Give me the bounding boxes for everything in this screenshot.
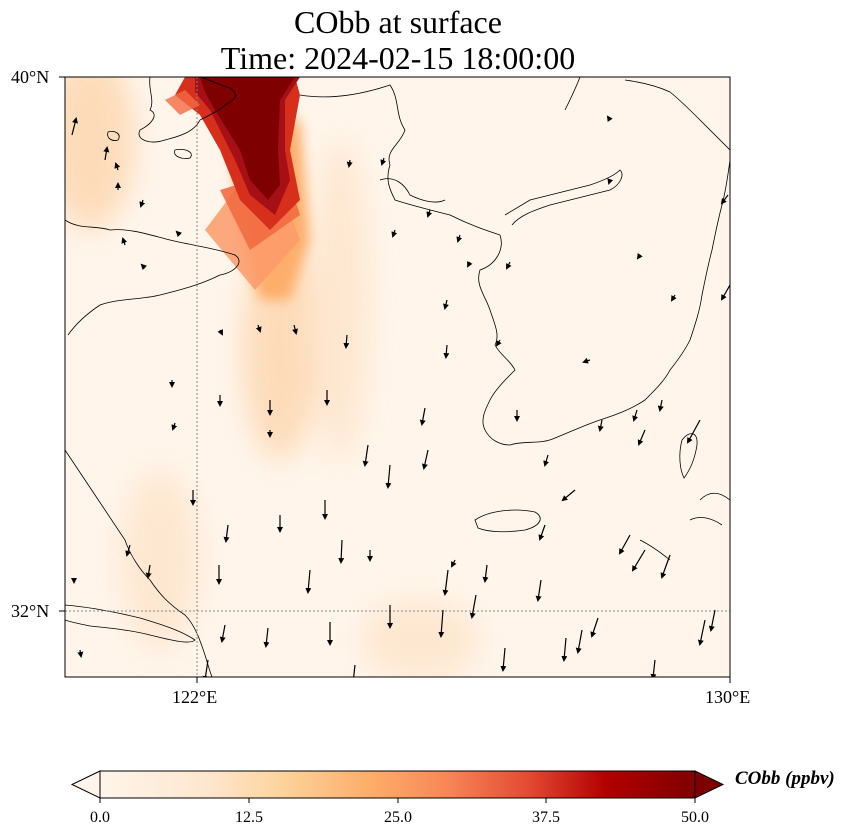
wind-arrow: [607, 178, 614, 185]
wind-arrow: [500, 647, 507, 672]
wind-arrow: [619, 534, 631, 555]
wind-arrow: [219, 624, 226, 643]
wind-arrow: [217, 329, 223, 336]
wind-arrow: [543, 454, 550, 467]
wind-arrow: [721, 284, 730, 301]
axis-tick-marks: [59, 76, 731, 683]
colorbar-tick-25: 25.0: [384, 809, 412, 826]
wind-arrow: [687, 419, 701, 444]
wind-arrow: [438, 609, 445, 638]
coastlines: [65, 77, 730, 677]
wind-vectors: [71, 115, 730, 677]
wind-arrow: [451, 559, 457, 568]
wind-arrow: [482, 564, 489, 583]
wind-arrow: [582, 357, 591, 364]
wind-arrow: [77, 649, 84, 658]
map-time-subtitle: Time: 2024-02-15 18:00:00: [220, 40, 576, 76]
wind-arrow: [385, 464, 392, 489]
wind-arrow: [71, 117, 78, 136]
wind-arrow: [338, 539, 345, 564]
wind-arrow: [590, 617, 599, 638]
wind-arrow: [343, 334, 350, 349]
colorbar: [70, 770, 725, 803]
wind-arrow: [145, 564, 152, 579]
wind-arrow: [346, 159, 353, 168]
wind-arrow: [426, 209, 433, 218]
wind-arrow: [362, 444, 369, 467]
plume-core: [165, 77, 300, 290]
wind-arrow: [657, 399, 664, 412]
wind-arrow: [469, 594, 477, 619]
wind-arrow: [442, 569, 449, 596]
wind-arrow: [391, 229, 398, 238]
colorbar-label: CObb (ppbv): [735, 768, 835, 789]
wind-arrow: [263, 627, 270, 648]
wind-arrow: [421, 449, 429, 470]
concentration-field: [65, 77, 730, 677]
wind-arrow: [305, 569, 312, 594]
wind-arrow: [606, 115, 613, 122]
wind-arrow: [380, 157, 387, 166]
wind-arrow: [495, 339, 502, 347]
wind-arrow: [255, 324, 262, 333]
wind-arrow: [632, 409, 639, 422]
colorbar-tick-50: 50.0: [681, 809, 709, 826]
wind-arrow: [561, 489, 576, 502]
colorbar-tick-12-5: 12.5: [235, 809, 263, 826]
wind-arrow: [175, 230, 182, 237]
colorbar-tick-37-5: 37.5: [532, 809, 560, 826]
wind-arrow: [506, 261, 512, 270]
wind-arrow: [670, 294, 677, 302]
wind-arrow: [637, 429, 646, 446]
lon-label-122e: 122°E: [172, 687, 218, 707]
wind-arrow: [419, 407, 426, 426]
wind-arrow: [535, 579, 542, 602]
wind-arrow: [538, 524, 546, 541]
wind-arrow: [103, 146, 110, 161]
wind-arrow: [575, 629, 583, 654]
wind-arrow: [467, 261, 473, 268]
wind-arrow: [597, 419, 604, 432]
map-title: CObb at surface: [294, 4, 502, 40]
wind-arrow: [114, 162, 121, 171]
wind-arrow: [353, 664, 356, 677]
lon-label-130e: 130°E: [705, 687, 751, 707]
wind-arrow: [292, 324, 298, 335]
colorbar-tick-0: 0.0: [90, 809, 110, 826]
wind-arrow: [223, 524, 230, 543]
wind-arrow: [125, 544, 132, 557]
wind-arrow: [660, 554, 671, 579]
wind-arrow: [697, 619, 706, 646]
wind-arrow: [650, 659, 657, 677]
wind-arrow: [708, 609, 716, 632]
wind-arrow: [631, 549, 646, 572]
wind-arrow: [456, 234, 463, 243]
wind-arrow: [443, 299, 449, 310]
wind-arrow: [140, 263, 147, 270]
map-frame: [64, 76, 731, 678]
lat-label-32n: 32°N: [11, 601, 50, 621]
wind-arrow: [443, 344, 450, 359]
lat-label-40n: 40°N: [11, 67, 50, 87]
wind-arrow: [121, 237, 128, 246]
graticule: [65, 77, 730, 677]
wind-arrow: [636, 253, 643, 260]
wind-arrow: [720, 194, 729, 205]
wind-arrow: [561, 637, 568, 662]
wind-arrow: [139, 199, 146, 208]
wind-arrow: [171, 422, 178, 431]
